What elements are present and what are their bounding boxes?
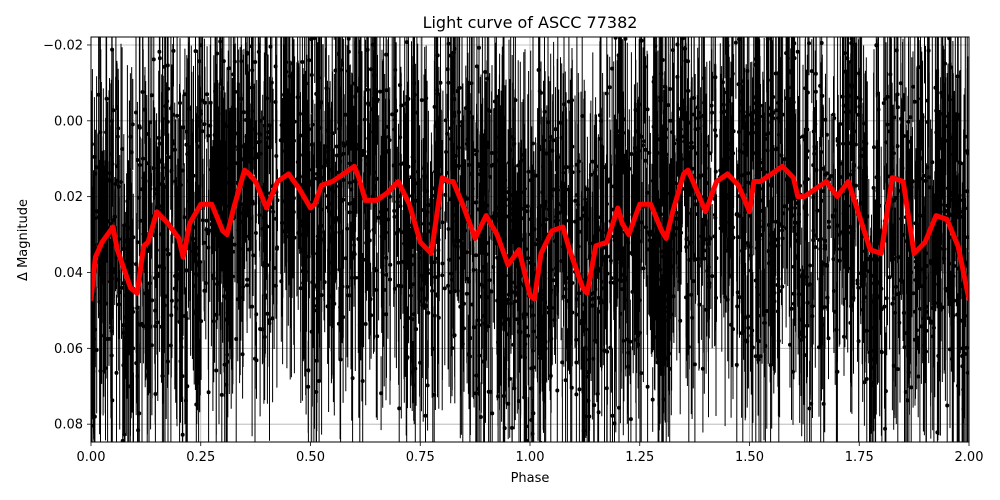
- x-tick-label: 1.50: [735, 450, 764, 465]
- chart-title: Light curve of ASCC 77382: [423, 13, 638, 32]
- y-tick-label: 0.02: [54, 190, 83, 205]
- x-tick-label: 0.25: [186, 450, 215, 465]
- x-tick-label: 0.50: [296, 450, 325, 465]
- y-tick-label: 0.04: [54, 266, 83, 281]
- smoothed-light-curve: [91, 163, 969, 302]
- x-tick-label: 1.75: [845, 450, 874, 465]
- y-tick-label: 0.08: [54, 418, 83, 433]
- y-tick-label: −0.02: [43, 38, 83, 53]
- x-tick-label: 2.00: [955, 450, 984, 465]
- x-axis-label: Phase: [511, 471, 550, 486]
- x-tick-label: 0.75: [406, 450, 435, 465]
- y-tick-label: 0.06: [54, 342, 83, 357]
- x-tick-label: 1.00: [516, 450, 545, 465]
- y-axis-label: Δ Magnitude: [16, 199, 31, 281]
- x-tick-label: 0.00: [77, 450, 106, 465]
- y-axis-ticks: −0.02 0.00 0.02 0.04 0.06 0.08: [43, 38, 91, 433]
- x-tick-label: 1.25: [625, 450, 654, 465]
- x-axis-ticks: 0.00 0.25 0.50 0.75 1.00 1.25 1.50 1.75 2.00: [77, 442, 984, 465]
- y-tick-label: 0.00: [54, 114, 83, 129]
